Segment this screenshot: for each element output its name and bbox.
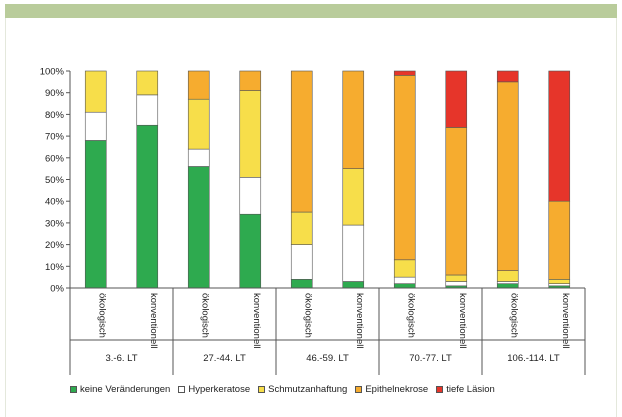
legend-label: Hyperkeratose	[188, 383, 251, 395]
legend-label: Epithelnekrose	[365, 383, 429, 395]
bar-segment-1-1	[84, 140, 107, 289]
bar-segment-4-5	[290, 70, 313, 213]
y-tick-label: 0%	[50, 284, 64, 295]
legend-label: tiefe Läsion	[446, 383, 495, 395]
bar-segment-3-3	[187, 98, 210, 150]
x-axis: ökologisch konventionell ökologisch konvent…	[69, 287, 586, 375]
x-group-label: 106.-114. LT	[507, 353, 560, 364]
y-axis: 0% 10% 20% 30% 40% 50% 60% 70% 80% 90% 100%	[40, 67, 71, 295]
y-tick-label: 30%	[45, 218, 65, 229]
bar-segment-4-9	[496, 81, 519, 271]
y-tick-label: 60%	[45, 153, 65, 164]
bar-segment-2-9	[496, 281, 519, 284]
bar-segment-1-6	[342, 281, 365, 289]
bar-segment-2-7	[393, 276, 416, 284]
bar-segment-4-10	[548, 200, 571, 280]
y-tick-label: 90%	[45, 88, 65, 99]
x-category-label: ökologisch	[508, 293, 519, 338]
x-category-label: konventionell	[560, 293, 571, 348]
bar-segment-3-8	[445, 274, 468, 282]
x-category-label: konventionell	[251, 293, 262, 348]
bar-segment-2-10	[548, 283, 571, 287]
bar-segment-1-7	[393, 283, 416, 289]
x-category-label: konventionell	[457, 293, 468, 348]
x-category-label: ökologisch	[199, 293, 210, 338]
bar-segment-5-8	[445, 70, 468, 128]
bar-segment-3-7	[393, 259, 416, 278]
legend-label: Schmutzanhaftung	[268, 383, 348, 395]
bar-segment-3-10	[548, 279, 571, 284]
bar-segment-2-4	[239, 177, 262, 215]
bar-segment-4-6	[342, 70, 365, 169]
bar-segment-4-3	[187, 70, 210, 100]
bar-segment-2-3	[187, 148, 210, 167]
bar-segment-2-8	[445, 281, 468, 287]
bar-segment-1-4	[239, 213, 262, 289]
legend: keine Veränderungen Hyperkeratose Schmutza…	[70, 382, 600, 396]
bar-segment-2-5	[290, 244, 313, 280]
bar-segment-3-6	[342, 168, 365, 226]
bar-segment-3-5	[290, 211, 313, 245]
bar-segment-4-7	[393, 75, 416, 261]
legend-swatch	[436, 385, 444, 393]
x-group-label: 27.-44. LT	[203, 353, 246, 364]
x-group-label: 70.-77. LT	[409, 353, 452, 364]
legend-item: tiefe Läsion	[436, 384, 495, 395]
bar-segment-4-4	[239, 70, 262, 91]
legend-swatch	[70, 385, 77, 393]
y-tick-label: 10%	[45, 262, 65, 273]
y-tick-label: 50%	[45, 175, 65, 186]
bar-segment-4-8	[445, 127, 468, 276]
bar-segment-3-9	[496, 270, 519, 282]
y-tick-label: 80%	[45, 110, 65, 121]
bar-segment-1-2	[136, 124, 159, 289]
bar-segment-2-1	[84, 111, 107, 141]
bar-segment-1-9	[496, 283, 519, 289]
x-category-label: ökologisch	[405, 293, 416, 338]
legend-swatch	[178, 385, 186, 393]
bars	[84, 70, 571, 289]
bar-segment-5-10	[548, 70, 571, 202]
bar-segment-3-4	[239, 90, 262, 178]
bar-segment-3-1	[84, 70, 107, 113]
frame-border-left	[5, 18, 6, 417]
bar-segment-1-5	[290, 279, 313, 289]
legend-item: Schmutzanhaftung	[258, 384, 347, 395]
bar-segment-1-3	[187, 166, 210, 289]
x-group-label: 3.-6. LT	[105, 353, 137, 364]
y-tick-label: 70%	[45, 132, 65, 143]
legend-item: Epithelnekrose	[355, 384, 428, 395]
x-category-label: ökologisch	[96, 293, 107, 338]
legend-label: keine Veränderungen	[80, 383, 171, 395]
header-bar	[5, 4, 617, 18]
x-category-label: konventionell	[354, 293, 365, 348]
x-category-label: konventionell	[148, 293, 159, 348]
bar-segment-3-2	[136, 70, 159, 96]
x-category-label: ökologisch	[302, 293, 313, 338]
y-tick-label: 20%	[45, 240, 65, 251]
legend-item: keine Veränderungen	[70, 384, 170, 395]
bar-segment-2-6	[342, 224, 365, 282]
bar-segment-2-2	[136, 94, 159, 126]
bar-segment-5-9	[496, 70, 519, 83]
x-group-label: 46.-59. LT	[306, 353, 349, 364]
bar-segment-5-7	[393, 70, 416, 76]
legend-item: Hyperkeratose	[178, 384, 250, 395]
frame-border-right	[616, 18, 617, 417]
y-tick-label: 40%	[45, 197, 65, 208]
legend-swatch	[355, 385, 363, 393]
legend-swatch	[258, 385, 266, 393]
y-tick-label: 100%	[40, 67, 65, 78]
